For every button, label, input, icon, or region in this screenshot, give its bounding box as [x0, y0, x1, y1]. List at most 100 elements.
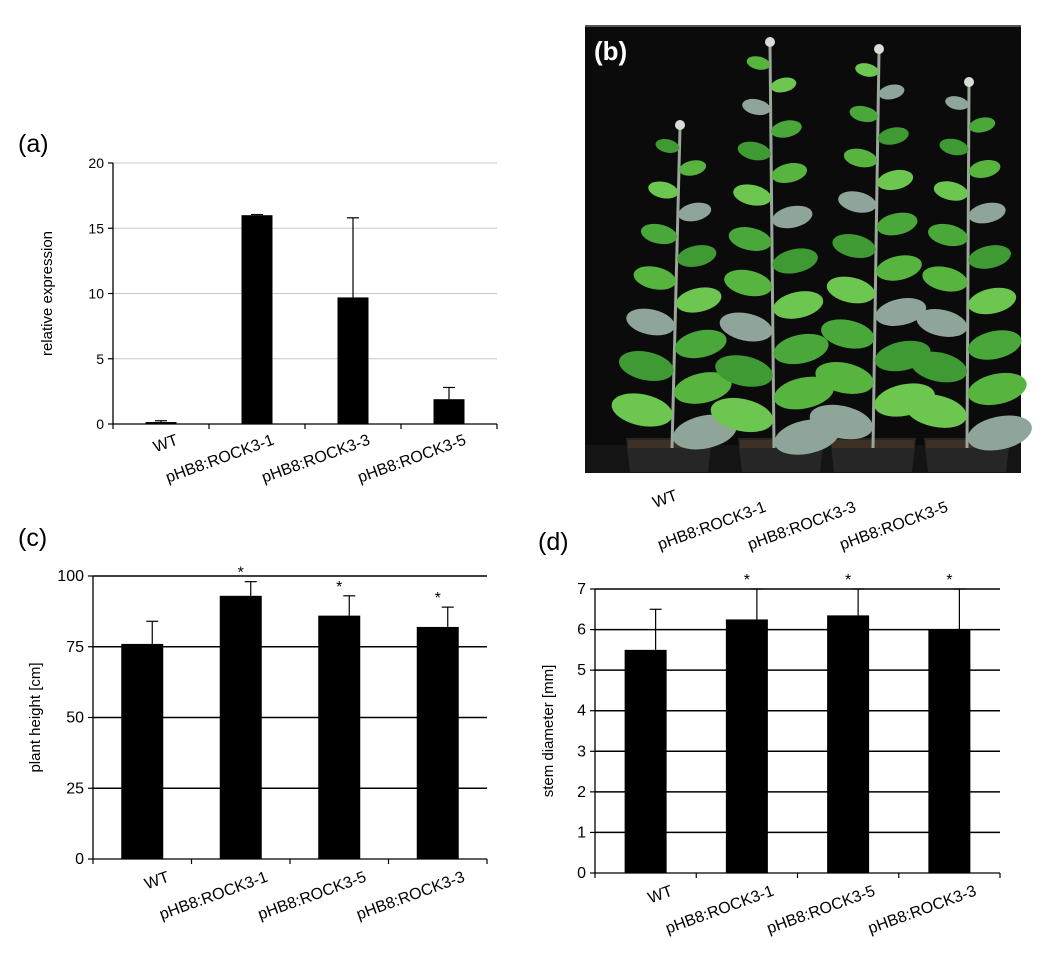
plant-leaf [770, 77, 797, 93]
plant-leaf [821, 319, 875, 349]
plant-leaf [773, 333, 829, 365]
plant-leaf [676, 287, 722, 313]
photo-label-wt: WT [651, 487, 680, 512]
y-tick-label: 1 [577, 824, 586, 841]
bar [725, 619, 768, 873]
bar [219, 595, 262, 859]
bar [624, 649, 667, 873]
y-tick-label: 3 [577, 743, 586, 760]
plant-leaf [843, 148, 878, 168]
y-tick-label: 75 [66, 639, 84, 656]
y-axis-title: plant height [cm] [27, 662, 44, 772]
plant-leaf [968, 159, 1001, 179]
plant-leaf [878, 84, 905, 100]
plant-leaf [715, 355, 773, 387]
x-category-label: pHB8:ROCK3-5 [356, 432, 469, 487]
y-tick-label: 25 [66, 780, 84, 797]
plant-leaf [772, 248, 818, 274]
bar [433, 399, 465, 424]
plant-leaf [719, 312, 773, 342]
bar [337, 297, 369, 424]
plant-leaf [618, 350, 674, 382]
plant-leaf [855, 63, 879, 77]
plant-apex [964, 77, 974, 87]
y-tick-label: 10 [88, 286, 104, 302]
x-category-label: pHB8:ROCK3-3 [866, 883, 979, 938]
significance-marker: * [845, 572, 851, 589]
x-category-label: pHB8:ROCK3-5 [256, 869, 369, 924]
significance-marker: * [435, 590, 441, 607]
plant-leaf [928, 223, 968, 247]
plant-leaf [737, 141, 771, 161]
plant-leaf [733, 184, 772, 206]
panel-label-a: (a) [18, 130, 49, 158]
plant-leaf [640, 223, 678, 245]
plant-leaf [910, 351, 967, 383]
y-axis-title: stem diameter [mm] [540, 665, 557, 798]
panel-label-b: (b) [594, 36, 627, 66]
plant-leaf [772, 205, 813, 229]
significance-marker: * [946, 572, 952, 589]
plant-leaf [877, 169, 914, 191]
plant-leaf [876, 212, 918, 236]
plant-leaf [675, 329, 727, 359]
plant-leaf [877, 127, 909, 145]
plant-leaf [728, 227, 772, 251]
panel-label-d: (d) [538, 528, 569, 556]
plant-leaf [633, 266, 676, 290]
plant-leaf [968, 287, 1017, 315]
plant-leaf [876, 255, 922, 281]
x-category-label: WT [142, 869, 171, 894]
plant-leaf [815, 362, 874, 394]
plant-leaf [916, 309, 968, 337]
plant-leaf [826, 276, 876, 304]
plant-leaf [673, 372, 732, 404]
plant-leaf [771, 120, 802, 138]
plant-photograph: (b) [585, 25, 1032, 473]
x-category-label: pHB8:ROCK3-5 [765, 883, 878, 938]
y-tick-label: 7 [577, 581, 586, 598]
plant-leaf [746, 56, 770, 70]
plant-leaf [724, 269, 772, 297]
plant-leaf [655, 139, 680, 153]
plant-stem [768, 44, 776, 449]
y-tick-label: 4 [577, 703, 586, 720]
y-axis-title: relative expression [39, 231, 56, 356]
plant-apex [765, 37, 775, 47]
significance-marker: * [238, 565, 244, 582]
plant-leaf [968, 202, 1006, 224]
plant-leaf [922, 266, 968, 292]
panel-label-c: (c) [18, 524, 47, 552]
plant-leaf [933, 181, 969, 201]
plant-leaf [611, 393, 673, 427]
y-tick-label: 100 [57, 568, 84, 585]
bar [318, 615, 361, 859]
plant-leaf [771, 162, 808, 184]
y-tick-label: 5 [96, 351, 104, 367]
y-tick-label: 0 [577, 865, 586, 882]
plant-leaf [626, 308, 675, 336]
y-tick-label: 20 [88, 155, 104, 171]
y-tick-label: 15 [88, 220, 104, 236]
plant-leaf [849, 105, 878, 123]
y-tick-label: 0 [96, 416, 104, 432]
plant-leaf [905, 394, 967, 428]
x-category-label: pHB8:ROCK3-1 [663, 883, 776, 938]
x-category-label: pHB8:ROCK3-1 [157, 869, 270, 924]
plant-leaf [832, 233, 876, 259]
plant-leaf [968, 245, 1011, 269]
poplar-plants [611, 37, 1032, 455]
bar [121, 643, 164, 859]
bar [416, 626, 459, 859]
bar [928, 629, 971, 873]
plant-leaf [679, 160, 707, 176]
photo-labels: WT pHB8:ROCK3-1 pHB8:ROCK3-3 pHB8:ROCK3-… [651, 487, 951, 554]
plant-leaf [945, 96, 969, 110]
plant-leaf [967, 372, 1027, 406]
plant-leaf [968, 330, 1022, 360]
plant-stem [871, 51, 881, 449]
bar [827, 615, 870, 873]
x-category-label: pHB8:ROCK3-3 [260, 432, 373, 487]
plant-stem [670, 127, 682, 449]
